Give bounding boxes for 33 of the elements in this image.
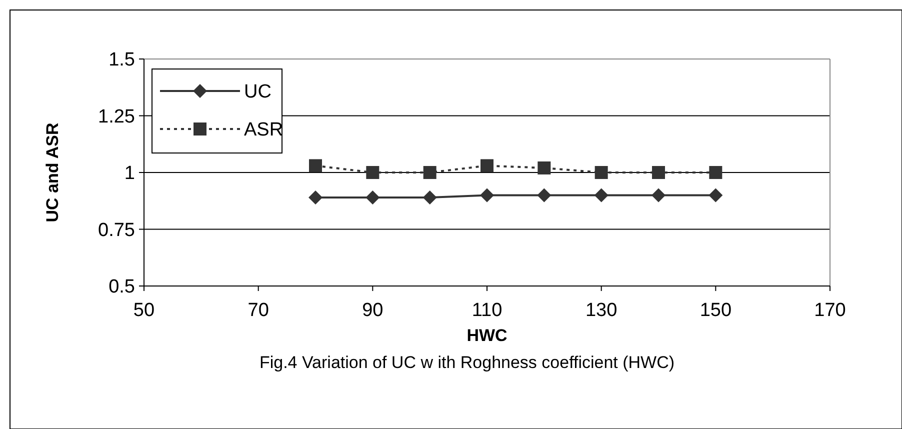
x-tick-label: 50 [133, 300, 155, 321]
x-tick-label: 170 [814, 300, 846, 321]
point [422, 190, 437, 204]
x-axis-title: HWC [466, 326, 508, 345]
point [594, 188, 608, 202]
point [709, 166, 722, 179]
point [652, 188, 666, 202]
x-tick-label: 70 [248, 300, 269, 321]
x-tick-label: 110 [472, 300, 502, 321]
y-tick-label: 0.75 [98, 220, 135, 241]
point [309, 159, 322, 172]
point [538, 161, 551, 174]
point [423, 166, 436, 179]
legend-label: UC [244, 82, 272, 103]
x-tick-label: 130 [585, 300, 618, 321]
y-axis-title: UC and ASR [43, 122, 62, 222]
y-tick-label: 1.5 [108, 50, 135, 71]
point [652, 166, 665, 179]
point [480, 188, 494, 202]
y-tick-label: 1.25 [98, 106, 135, 128]
y-tick-label: 1 [124, 163, 135, 184]
point [708, 188, 723, 202]
point [366, 166, 380, 179]
legend-label: ASR [244, 120, 284, 141]
x-tick-label: 90 [362, 300, 384, 321]
x-tick-label: 150 [700, 300, 732, 321]
point [594, 166, 608, 179]
caption: Fig.4 Variation of UC w ith Roghness coefficient (HWC) [259, 353, 675, 372]
point [366, 190, 380, 204]
y-tick-label: 0.5 [108, 276, 135, 298]
point [480, 159, 494, 172]
point [537, 188, 552, 202]
point [308, 190, 322, 204]
